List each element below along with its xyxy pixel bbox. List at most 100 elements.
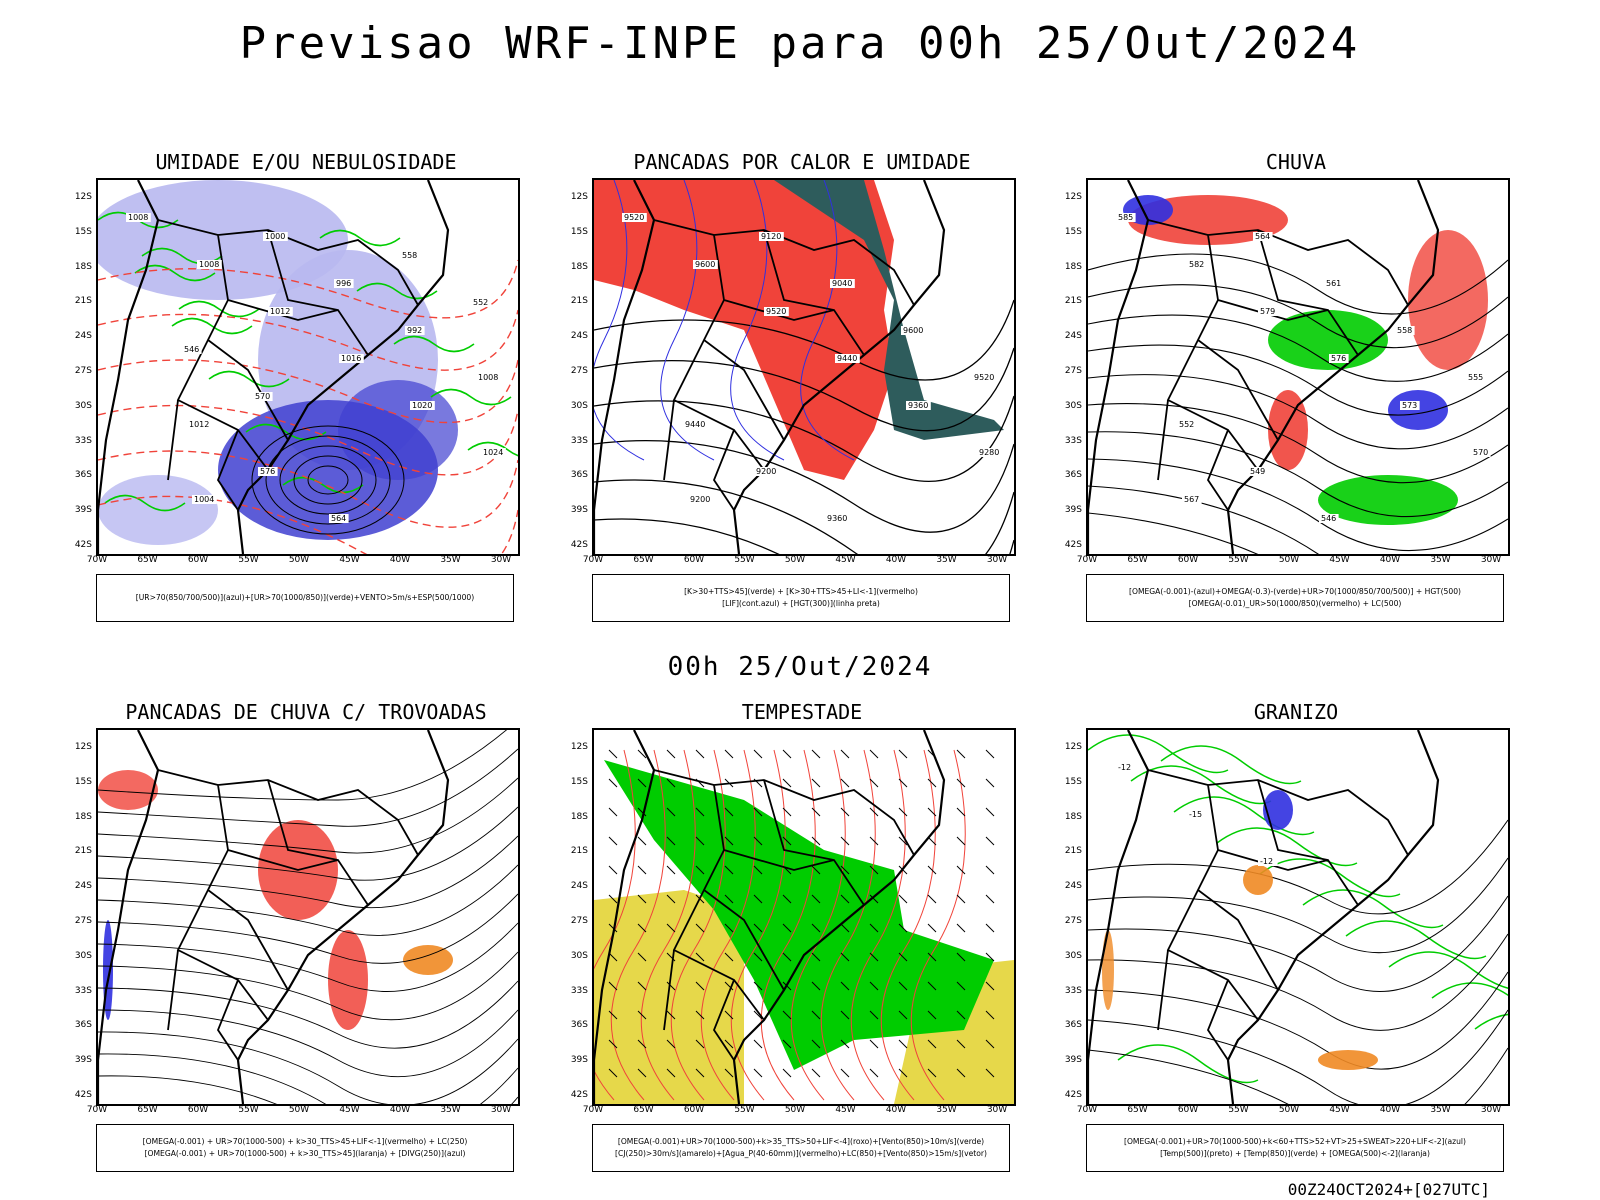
contour-label: 555 [1468,373,1483,382]
lon-tick-label: 60W [683,1105,705,1115]
lat-tick-label: 15S [1064,776,1082,787]
hgt300-contour [594,439,1014,533]
lon-tick-label: 55W [1228,555,1249,565]
contour-label: 579 [1260,307,1275,316]
wind-vector [811,1039,821,1049]
wind-vector [840,923,850,933]
lon-tick-label: 45W [1329,555,1350,565]
lif-contour [800,180,855,461]
lat-tick-label: 42S [1064,1090,1082,1100]
wind-vector [753,923,763,933]
lon-tick-label: 60W [187,555,209,565]
streamline [98,806,518,881]
wind-vector [666,778,676,788]
wind-vector [956,1039,966,1049]
contour-label-bg [764,307,789,316]
contour-label-bg [197,260,222,269]
contour-label-bg [1324,279,1344,288]
temp850-contour [1117,1044,1259,1084]
wind-vector [811,894,821,904]
lat-tick-label: 24S [570,881,588,892]
water-contour [670,749,726,1101]
lon-tick-label: 55W [1228,1105,1249,1115]
wind-vector [927,1039,937,1049]
lat-tick-label: 39S [74,1055,92,1066]
lat-tick-label: 27S [1064,916,1082,926]
contour-label-bg [830,279,855,288]
wind-vector [869,894,879,904]
wind-vector [869,749,879,759]
contour-label-bg [1116,213,1136,222]
contour-label: 570 [255,392,270,401]
hgt500-contour [1088,253,1508,315]
lon-tick-label: 65W [1127,1105,1148,1115]
lon-tick-label: 30W [1480,555,1502,565]
lon-tick-label: 70W [86,1105,108,1115]
wind-vector [637,1039,647,1049]
lat-tick-label: 15S [74,226,92,237]
contour-label-bg [1319,514,1339,523]
wind-vector [724,836,734,846]
lat-tick-label: 15S [1064,226,1082,237]
streamline [98,1075,518,1104]
lat-tick-label: 24S [1064,331,1082,342]
contour-label: 1008 [128,213,148,222]
wind-vector [985,923,995,933]
wind-vector [811,952,821,962]
lat-tick-label: 30S [1064,400,1082,411]
contour-label: 567 [1184,495,1199,504]
legend-box: [OMEGA(-0.001)+UR>70(1000-500)+k<60+TTS>… [1086,1124,1504,1172]
contour-label: 9040 [832,279,852,288]
lon-tick-label: 45W [835,1105,856,1115]
wind-vector [898,807,908,817]
wind-vector [637,1010,647,1020]
wind-vector [724,894,734,904]
wind-vector [724,749,734,759]
rain-green-fill [1318,475,1458,525]
wind-vector [637,952,647,962]
map-panel-2: 9520 9600 9520 9440 9360 9280 9200 9120 9040 9600… [592,178,1016,556]
coastline [98,730,450,1104]
wind-vector [782,1010,792,1020]
wind-vector [782,836,792,846]
wind-vector [956,1010,966,1020]
wind-vector [869,807,879,817]
lat-tick-label: 30S [570,400,588,411]
wind-vector [753,749,763,759]
wind-vector [840,952,850,962]
wind-vector [724,952,734,962]
wind-vector [811,836,821,846]
rain-red-fill [1408,230,1488,370]
pressure-isobar [251,425,405,535]
contour-label-bg [977,448,1002,457]
contour-label-bg [688,495,713,504]
lon-tick-label: 35W [936,1105,957,1115]
wind-vector [753,807,763,817]
wind-vector [898,923,908,933]
wind-vector [608,807,618,817]
lat-tick-label: 39S [1064,505,1082,516]
contour-label: 9360 [827,514,847,523]
wind-vector [666,1010,676,1020]
contour-label: 552 [1179,420,1194,429]
green-contour [104,494,186,512]
contour-label: 576 [260,467,275,476]
wind-vector [637,749,647,759]
lon-tick-label: 65W [137,555,158,565]
omega-fill [1243,865,1273,895]
lat-tick-label: 18S [74,261,92,272]
contour-label: 576 [1331,354,1346,363]
wind-vector [782,952,792,962]
water-contour [880,749,936,1101]
lat-tick-label: 27S [570,916,588,926]
hgt500-contour [1088,284,1508,349]
map-canvas [594,730,1014,1104]
lon-tick-label: 30W [1480,1105,1502,1115]
instability-fill [594,180,894,480]
wind-vector [985,749,995,759]
contour-label-bg [1177,420,1197,429]
wind-vector [608,952,618,962]
lon-tick-label: 55W [238,555,259,565]
wind-vector [637,807,647,817]
wind-vector [782,923,792,933]
